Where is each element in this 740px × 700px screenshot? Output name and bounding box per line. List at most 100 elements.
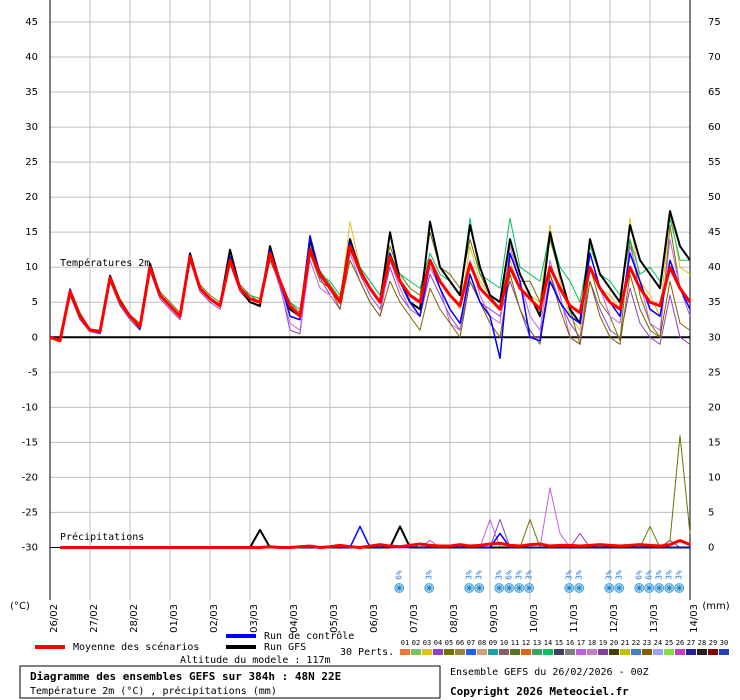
member-swatch (642, 649, 652, 655)
y-tick-label: 40 (25, 52, 38, 63)
member-label: 18 (588, 639, 596, 647)
snow-icon (614, 583, 625, 593)
y2-axis-label: (mm) (702, 601, 729, 612)
y-tick-label: -30 (22, 542, 38, 553)
y2-tick-label: 65 (708, 87, 721, 98)
x-tick-label: 10/03 (529, 604, 540, 633)
y-tick-label: -5 (28, 367, 38, 378)
member-label: 20 (610, 639, 618, 647)
snow-label: 3% (475, 570, 484, 580)
member-swatch (433, 649, 443, 655)
y-tick-label: -25 (22, 507, 38, 518)
y-tick-label: 15 (25, 227, 38, 238)
x-tick-label: 06/03 (369, 604, 380, 633)
snow-icon (644, 583, 655, 593)
member-swatch (477, 649, 487, 655)
y-tick-label: 35 (25, 87, 38, 98)
snow-flake (425, 584, 433, 592)
y2-tick-label: 45 (708, 227, 721, 238)
snow-icon (514, 583, 525, 593)
snow-flake (525, 584, 533, 592)
snow-flake (635, 584, 643, 592)
snow-icon (394, 583, 405, 593)
snow-flake (575, 584, 583, 592)
y-axis-label: (°C) (10, 601, 30, 612)
y-tick-label: 10 (25, 262, 38, 273)
member-swatch (686, 649, 696, 655)
y-tick-label: 20 (25, 192, 38, 203)
x-tick-label: 11/03 (569, 604, 580, 633)
member-label: 10 (500, 639, 508, 647)
snow-label: 3% (675, 570, 684, 580)
y2-tick-label: 60 (708, 122, 721, 133)
snow-label: 3% (575, 570, 584, 580)
snow-label: 3% (665, 570, 674, 580)
chart-subtitle: Température 2m (°C) , précipitations (mm… (30, 685, 277, 697)
snow-label: 6% (505, 570, 514, 580)
x-tick-label: 05/03 (329, 604, 340, 633)
member-label: 15 (555, 639, 563, 647)
run-info: Ensemble GEFS du 26/02/2026 - 00Z (450, 667, 649, 678)
snow-icon (664, 583, 675, 593)
member-swatch (598, 649, 608, 655)
snow-label: 3% (465, 570, 474, 580)
snow-icon (604, 583, 615, 593)
snow-flake (515, 584, 523, 592)
member-swatch (499, 649, 509, 655)
snow-flake (465, 584, 473, 592)
y2-tick-label: 20 (708, 402, 721, 413)
member-swatch (609, 649, 619, 655)
snow-icon (504, 583, 515, 593)
x-tick-label: 26/02 (49, 604, 60, 633)
member-label: 09 (489, 639, 497, 647)
member-label: 07 (467, 639, 475, 647)
snow-flake (505, 584, 513, 592)
member-swatch (455, 649, 465, 655)
snow-label: 3% (495, 570, 504, 580)
y-tick-label: -10 (22, 402, 38, 413)
member-swatch (466, 649, 476, 655)
snow-label: 3% (515, 570, 524, 580)
member-label: 19 (599, 639, 607, 647)
member-label: 30 (720, 639, 728, 647)
snow-icon (494, 583, 505, 593)
member-swatch (400, 649, 410, 655)
y-tick-label: 5 (32, 297, 38, 308)
member-swatch (631, 649, 641, 655)
snow-flake (615, 584, 623, 592)
snow-label: 3% (605, 570, 614, 580)
y2-tick-label: 70 (708, 52, 721, 63)
y2-tick-label: 35 (708, 297, 721, 308)
member-swatch (411, 649, 421, 655)
x-tick-label: 08/03 (449, 604, 460, 633)
snow-icon (574, 583, 585, 593)
member-swatch (719, 649, 729, 655)
snow-label: 3% (615, 570, 624, 580)
snow-flake (495, 584, 503, 592)
member-swatch (510, 649, 520, 655)
member-swatch (675, 649, 685, 655)
y-tick-label: -15 (22, 437, 38, 448)
x-tick-label: 13/03 (649, 604, 660, 633)
title-box (19, 665, 441, 699)
y2-tick-label: 75 (708, 17, 721, 28)
precip-line (60, 538, 691, 549)
y2-tick-label: 5 (708, 507, 714, 518)
snow-icon (654, 583, 665, 593)
x-tick-label: 12/03 (609, 604, 620, 633)
member-swatch (543, 649, 553, 655)
y2-tick-label: 0 (708, 542, 714, 553)
y2-tick-label: 40 (708, 262, 721, 273)
legend-label: Run GFS (264, 642, 306, 653)
member-label: 29 (709, 639, 717, 647)
y-tick-label: 25 (25, 157, 38, 168)
legend-label: Run de contrôle (264, 630, 354, 642)
member-precip-line (60, 487, 690, 548)
member-label: 17 (577, 639, 585, 647)
member-label: 08 (478, 639, 486, 647)
member-swatch (576, 649, 586, 655)
member-label: 02 (412, 639, 420, 647)
y2-tick-label: 55 (708, 157, 721, 168)
x-tick-label: 07/03 (409, 604, 420, 633)
member-label: 01 (401, 639, 409, 647)
